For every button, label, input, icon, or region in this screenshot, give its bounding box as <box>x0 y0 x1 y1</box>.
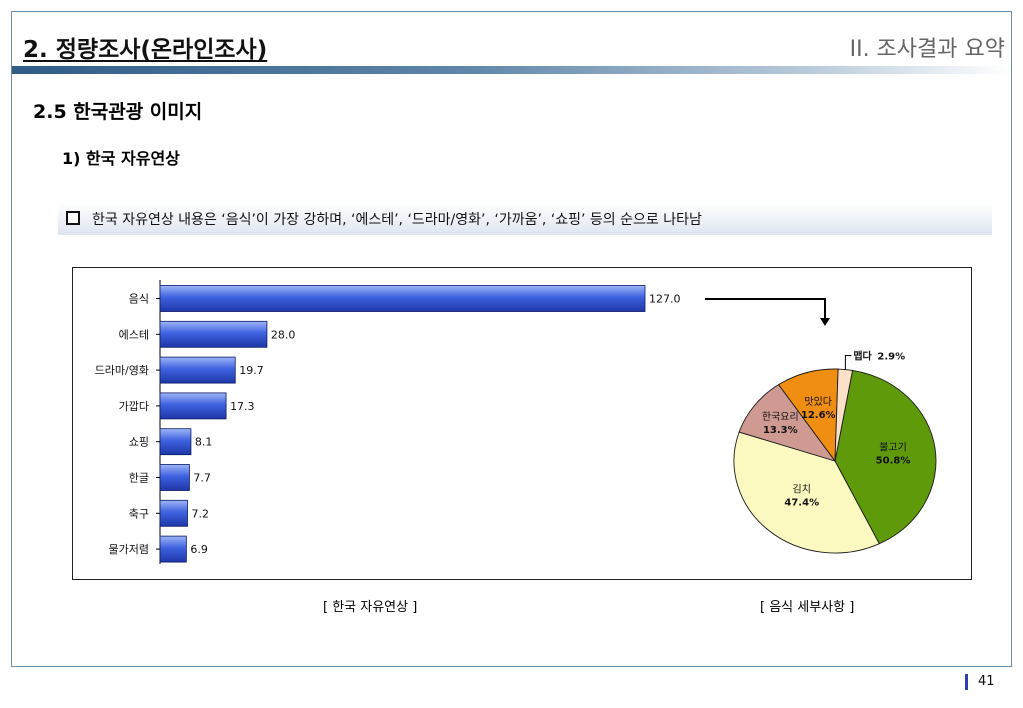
bar <box>159 535 187 563</box>
pie-value-label: 12.6% <box>801 410 836 421</box>
bar-category-label: 쇼핑 <box>129 436 149 449</box>
bar-value-label: 19.7 <box>239 364 264 377</box>
bar-value-label: 7.7 <box>193 472 211 485</box>
pie-value-label: 13.3% <box>763 425 798 436</box>
pie-leader-line <box>844 355 852 370</box>
pie-label: 불고기 <box>879 442 907 454</box>
bar <box>159 499 188 527</box>
bar-category-label: 가깝다 <box>119 400 149 413</box>
bar-category-label: 음식 <box>129 293 149 306</box>
pie-label: 맛있다 <box>804 396 832 408</box>
pie-label: 한국요리 <box>762 411 799 423</box>
slide-frame <box>11 11 1012 667</box>
pie-label: 김치 <box>793 484 811 496</box>
subsection-title: 1) 한국 자유연상 <box>62 149 180 168</box>
bar-category-label: 물가저렴 <box>109 543 149 556</box>
section-title: 2.5 한국관광 이미지 <box>33 101 203 123</box>
bar-value-label: 17.3 <box>230 400 255 413</box>
arrow-head-icon <box>820 318 830 326</box>
header-title: 2. 정량조사(온라인조사) <box>23 37 268 63</box>
page-number: 41 <box>978 674 995 689</box>
pie-value-label: 2.9% <box>877 351 905 362</box>
bar-chart-caption: [ 한국 자유연상 ] <box>323 600 418 615</box>
bar <box>159 464 190 491</box>
bar-value-label: 127.0 <box>649 293 681 306</box>
bar <box>159 428 192 456</box>
summary-banner: 한국 자유연상 내용은 ‘음식’이 가장 강하며, ‘에스테’, ‘드라마/영화… <box>58 203 992 235</box>
bar-category-label: 축구 <box>129 507 149 520</box>
bar-category-label: 에스테 <box>119 328 149 341</box>
bar-category-label: 드라마/영화 <box>95 364 149 377</box>
bar <box>159 356 236 384</box>
bar <box>159 392 227 420</box>
pie-slice <box>733 431 880 554</box>
header-divider <box>12 66 1011 74</box>
bar <box>159 285 646 312</box>
bar-category-label: 한글 <box>129 472 149 485</box>
page-marker <box>965 674 968 690</box>
bar-value-label: 28.0 <box>271 328 296 341</box>
pie-slice <box>834 369 937 545</box>
pie-label: 맵다 <box>853 349 872 362</box>
pie-value-label: 50.8% <box>876 456 911 467</box>
bar-value-label: 8.1 <box>195 436 213 449</box>
bar <box>159 320 268 348</box>
connector-arrow <box>705 298 826 320</box>
pie-value-label: 47.4% <box>784 498 819 509</box>
pie-chart-caption: [ 음식 세부사항 ] <box>760 600 855 615</box>
checkbox-icon <box>66 211 80 225</box>
summary-text: 한국 자유연상 내용은 ‘음식’이 가장 강하며, ‘에스테’, ‘드라마/영화… <box>92 212 702 228</box>
bar-value-label: 7.2 <box>191 507 209 520</box>
chart-box: 음식 127.0 에스테 28.0 드라마/영화 19.7 가깝다 17.3 쇼핑 8.1 한글 7.… <box>72 267 972 580</box>
header-section: II. 조사결과 요약 <box>849 37 1005 62</box>
bar-value-label: 6.9 <box>190 543 208 556</box>
chart-svg: 음식 127.0 에스테 28.0 드라마/영화 19.7 가깝다 17.3 쇼핑 8.1 한글 7.… <box>95 280 937 564</box>
